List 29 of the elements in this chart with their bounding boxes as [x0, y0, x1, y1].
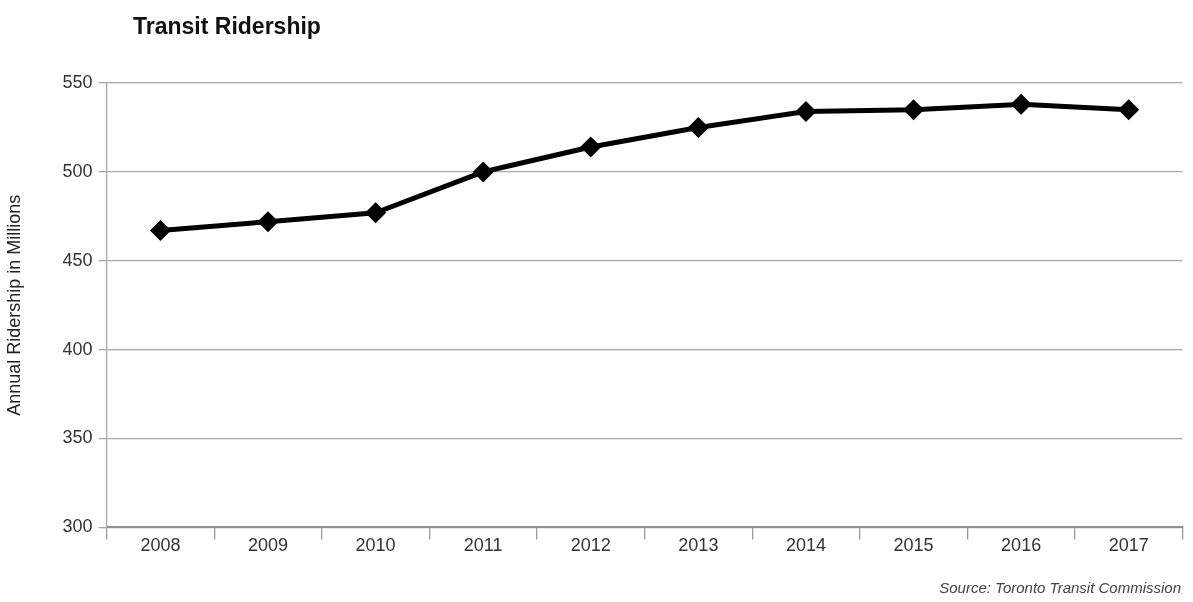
y-tick-label: 350 [62, 427, 93, 448]
point [580, 136, 602, 158]
y-tick-label: 450 [62, 249, 93, 270]
x-tick-label: 2010 [355, 535, 396, 556]
y-tick-label: 550 [62, 71, 93, 92]
y-tick-label: 500 [62, 160, 93, 181]
point [472, 161, 494, 183]
point [1118, 99, 1140, 121]
point [257, 211, 279, 233]
x-tick-label: 2012 [570, 535, 611, 556]
x-tick-label: 2013 [678, 535, 719, 556]
point [903, 99, 925, 121]
point [687, 116, 709, 138]
chart-title: Transit Ridership [133, 13, 321, 40]
x-tick-label: 2015 [893, 535, 934, 556]
x-tick-label: 2014 [785, 535, 826, 556]
x-tick-label: 2009 [247, 535, 289, 556]
x-tick-label: 2016 [1001, 535, 1042, 556]
x-tick-label: 2008 [140, 535, 181, 556]
y-tick-label: 400 [62, 338, 93, 359]
y-axis-title: Annual Ridership in Millions [3, 194, 24, 416]
point [365, 202, 387, 224]
y-tick-label: 300 [62, 516, 93, 537]
source-note: Source: Toronto Transit Commission [939, 579, 1181, 596]
point [149, 220, 171, 242]
point [795, 100, 817, 122]
x-tick-label: 2017 [1108, 535, 1149, 556]
point [1010, 93, 1032, 115]
x-tick-label: 2011 [463, 535, 503, 556]
